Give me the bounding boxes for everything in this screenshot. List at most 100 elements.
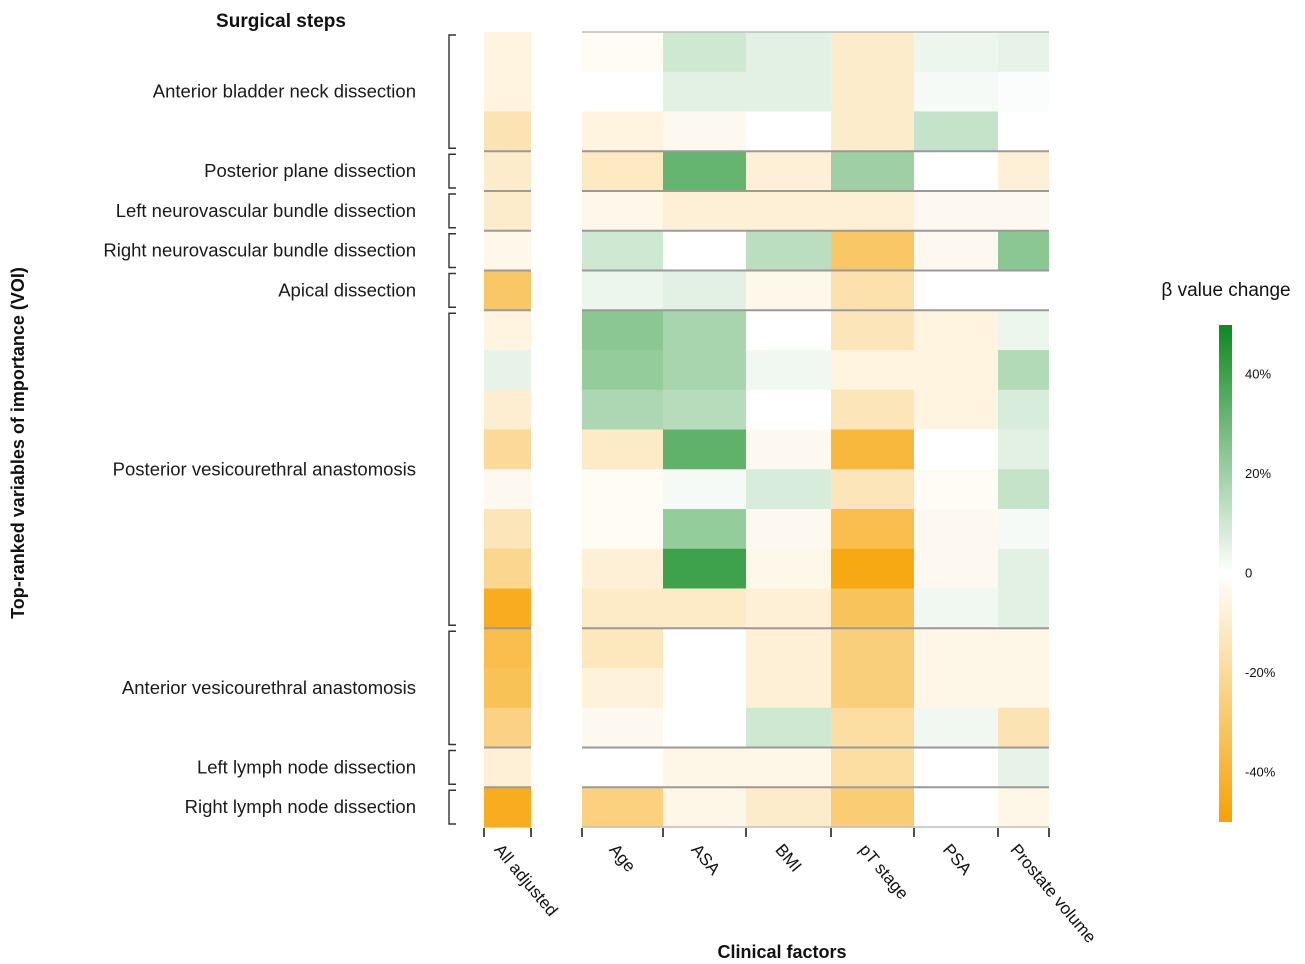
heatmap-cell	[998, 588, 1049, 629]
heatmap-cell	[998, 270, 1049, 311]
heatmap-cell	[663, 270, 746, 311]
heatmap-cell	[484, 429, 531, 470]
row-label: Left lymph node dissection	[197, 756, 416, 777]
heatmap-cell	[582, 588, 663, 629]
heatmap-cell	[914, 350, 998, 391]
heatmap-cell	[746, 707, 831, 749]
heatmap-cell	[831, 509, 914, 550]
heatmap-cell	[663, 71, 746, 113]
heatmap-cell	[831, 310, 914, 351]
group-separators	[484, 31, 1049, 828]
legend-tick-label: 0	[1245, 566, 1252, 581]
heatmap-cell	[831, 469, 914, 510]
heatmap-cell	[582, 151, 663, 192]
heatmap-cell	[914, 747, 998, 788]
x-tick-label: pT stage	[855, 840, 912, 903]
heatmap-cell	[746, 111, 831, 152]
heatmap-cell	[998, 230, 1049, 272]
heatmap-cell	[484, 668, 531, 709]
heatmap-cell	[831, 747, 914, 788]
heatmap-cell	[663, 548, 746, 590]
heatmap-cell	[831, 628, 914, 669]
heatmap-cell	[582, 111, 663, 152]
heatmap-cell	[746, 668, 831, 709]
heatmap-cell	[746, 270, 831, 311]
y-axis-title: Top-ranked variables of importance (VOI)	[8, 267, 28, 619]
heatmap-cell	[582, 32, 663, 73]
heatmap-cell	[484, 230, 531, 272]
heatmap-cell	[998, 707, 1049, 749]
x-tick-label: ASA	[687, 840, 724, 879]
heatmap-cell	[914, 151, 998, 192]
heatmap-cell	[582, 191, 663, 232]
heatmap-cell	[746, 429, 831, 470]
heatmap-cell	[484, 588, 531, 629]
x-axis-title: Clinical factors	[717, 942, 846, 962]
x-tick-label: Age	[605, 840, 639, 875]
heatmap-cell	[831, 787, 914, 828]
heatmap-cell	[914, 71, 998, 113]
legend-tick-label: 20%	[1245, 466, 1271, 481]
heatmap-cell	[746, 191, 831, 232]
heatmap-cell	[663, 32, 746, 73]
heatmap-cell	[998, 429, 1049, 470]
heatmap-cell	[746, 548, 831, 590]
heatmap-cell	[484, 548, 531, 590]
surgical-steps-header: Surgical steps	[216, 11, 346, 32]
heatmap-cell	[582, 71, 663, 113]
row-label: Posterior plane dissection	[204, 160, 416, 181]
heatmap-cell	[831, 350, 914, 391]
heatmap-cell	[582, 389, 663, 431]
x-tick-label: Prostate volume	[1006, 840, 1100, 946]
heatmap-cell	[746, 628, 831, 669]
heatmap-cell	[831, 668, 914, 709]
heatmap-cell	[998, 111, 1049, 152]
heatmap-cell	[484, 191, 531, 232]
x-tick-label: PSA	[939, 840, 976, 879]
heatmap-cell	[914, 668, 998, 709]
heatmap-cell	[484, 469, 531, 510]
legend-tick-label: -20%	[1245, 665, 1276, 680]
group-bracket	[448, 749, 456, 785]
row-label: Apical dissection	[278, 279, 416, 300]
heatmap-cell	[998, 548, 1049, 590]
heatmap-cell	[582, 628, 663, 669]
heatmap-cell	[484, 151, 531, 192]
heatmap-cell	[484, 111, 531, 152]
heatmap-cell	[914, 548, 998, 590]
heatmap-cell	[998, 469, 1049, 510]
heatmap-cell	[663, 151, 746, 192]
heatmap-cell	[998, 628, 1049, 669]
heatmap-cell	[663, 747, 746, 788]
heatmap-cell	[831, 191, 914, 232]
row-label: Left neurovascular bundle dissection	[116, 200, 416, 221]
heatmap-cell	[914, 628, 998, 669]
heatmap-cell	[914, 707, 998, 749]
row-labels: Anterior bladder neck dissection Posterio…	[103, 81, 416, 817]
heatmap-cell	[831, 548, 914, 590]
heatmap-cell	[831, 270, 914, 311]
heatmap-cell	[998, 389, 1049, 431]
heatmap-cell	[582, 350, 663, 391]
heatmap-cell	[582, 429, 663, 470]
legend-tick-label: 40%	[1245, 367, 1271, 382]
heatmap-cell	[582, 747, 663, 788]
heatmap-cell	[831, 230, 914, 272]
x-tick-label: BMI	[771, 840, 805, 875]
group-bracket	[448, 630, 456, 746]
heatmap-cells	[484, 32, 1049, 828]
heatmap-cell	[998, 191, 1049, 232]
x-tick-label: All adjusted	[490, 840, 561, 920]
heatmap-cell	[663, 429, 746, 470]
heatmap-cell	[914, 310, 998, 351]
heatmap-cell	[998, 509, 1049, 550]
heatmap-cell	[663, 707, 746, 749]
legend-tick-label: -40%	[1245, 764, 1276, 779]
heatmap-cell	[746, 151, 831, 192]
row-label: Posterior vesicourethral anastomosis	[113, 458, 416, 479]
legend-title: β value change	[1161, 280, 1290, 301]
heatmap-cell	[484, 270, 531, 311]
heatmap-cell	[831, 389, 914, 431]
group-bracket	[448, 153, 456, 189]
heatmap-cell	[831, 32, 914, 73]
